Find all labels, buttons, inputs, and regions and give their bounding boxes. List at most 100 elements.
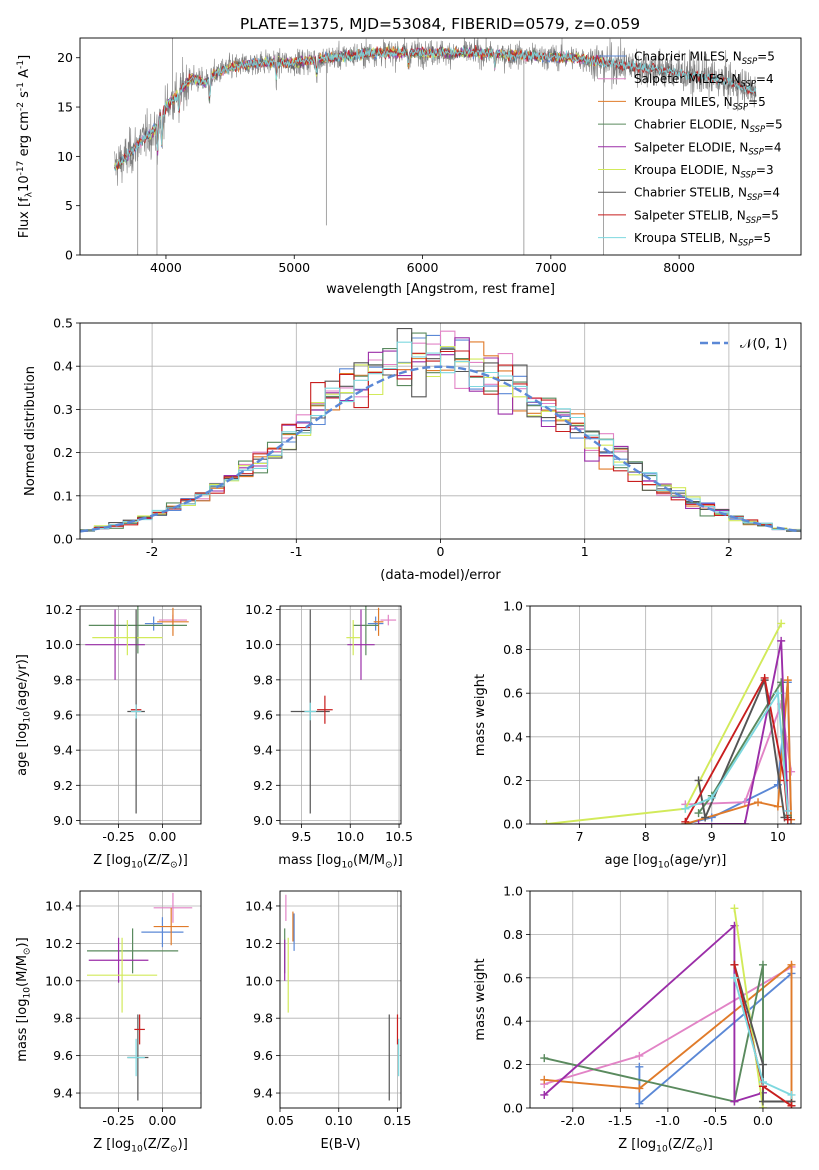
legend-label: Chabrier MILES, NSSP=5 bbox=[634, 50, 775, 66]
point-salpeter-miles bbox=[154, 893, 193, 923]
y-tick-label: 15 bbox=[57, 100, 73, 115]
point-kroupa-stelib bbox=[127, 1039, 145, 1076]
y-tick-label: 9.6 bbox=[253, 708, 273, 723]
axes-frame bbox=[80, 891, 201, 1108]
y-axis-label: Normed distribution bbox=[23, 366, 38, 496]
x-tick-label: -0.5 bbox=[703, 1113, 727, 1128]
weight-marker-kroupa-elodie bbox=[730, 904, 738, 912]
y-tick-label: 0.4 bbox=[503, 729, 523, 744]
y-tick-label: 9.6 bbox=[53, 708, 73, 723]
weight-marker-salpeter-miles bbox=[787, 768, 795, 776]
y-tick-label: 10.4 bbox=[245, 898, 273, 913]
y-tick-label: 0.1 bbox=[53, 488, 73, 503]
y-tick-label: 0.0 bbox=[503, 817, 523, 832]
axes-weight_vs_Z: -2.0 -1.5 -1.0 -0.5 0.0 0.0 0.2 0.4 0.6 0.8 1.0 Z [… bbox=[473, 884, 801, 1155]
point-chabrier-miles bbox=[145, 617, 163, 631]
legend-label: 𝒩(0, 1) bbox=[740, 337, 787, 352]
y-tick-label: 0.2 bbox=[53, 445, 73, 460]
x-tick-label: 10 bbox=[770, 829, 786, 844]
y-tick-label: 0.0 bbox=[53, 532, 73, 547]
legend-label: Salpeter ELODIE, NSSP=4 bbox=[634, 140, 782, 156]
weight-marker-salpeter-elodie bbox=[730, 1097, 738, 1105]
plot-area-mass_vs_Z bbox=[87, 893, 192, 1101]
weight-line-chabrier-elodie bbox=[544, 965, 763, 1102]
weight-marker-salpeter-stelib bbox=[681, 818, 689, 826]
x-tick-label: -2 bbox=[146, 544, 158, 559]
x-axis-label: (data-model)/error bbox=[380, 568, 501, 583]
legend-label: Kroupa MILES, NSSP=5 bbox=[634, 95, 766, 111]
y-tick-label: 5 bbox=[65, 198, 73, 213]
y-tick-label: 10.0 bbox=[245, 973, 273, 988]
x-axis-label: Z [log10(Z/Z⊙)] bbox=[93, 853, 188, 871]
x-tick-label: -1.5 bbox=[608, 1113, 632, 1128]
x-tick-label: -0.25 bbox=[102, 1113, 134, 1128]
y-tick-label: 9.4 bbox=[253, 743, 273, 758]
y-tick-label: 0.3 bbox=[53, 402, 73, 417]
x-tick-label: 1 bbox=[581, 544, 589, 559]
plot-area-mass_vs_EBV bbox=[285, 895, 399, 1101]
weight-marker-chabrier-stelib bbox=[759, 1097, 767, 1105]
y-tick-label: 9.0 bbox=[253, 813, 273, 828]
y-tick-label: 9.2 bbox=[53, 778, 73, 793]
weight-line-salpeter-stelib bbox=[685, 678, 788, 822]
x-tick-label: 5000 bbox=[278, 260, 310, 275]
y-tick-label: 0.6 bbox=[503, 686, 523, 701]
x-tick-label: 2 bbox=[725, 544, 733, 559]
point-chabrier-miles bbox=[141, 917, 183, 947]
x-tick-label: 6000 bbox=[407, 260, 439, 275]
point-kroupa-stelib bbox=[131, 704, 142, 718]
spectrum-legend: Chabrier MILES, NSSP=5 Salpeter MILES, NS… bbox=[598, 50, 783, 248]
y-tick-label: 10.0 bbox=[245, 637, 273, 652]
legend-label: Chabrier STELIB, NSSP=4 bbox=[634, 186, 780, 202]
point-kroupa-stelib bbox=[304, 703, 316, 721]
point-chabrier-miles bbox=[368, 617, 384, 631]
figure-title: PLATE=1375, MJD=53084, FIBERID=0579, z=0… bbox=[240, 15, 640, 33]
x-axis-label: wavelength [Angstrom, rest frame] bbox=[326, 282, 555, 297]
weight-marker-chabrier-elodie bbox=[759, 961, 767, 969]
x-axis-label: mass [log10(M/M⊙)] bbox=[278, 853, 402, 871]
weight-marker-kroupa-miles bbox=[774, 803, 782, 811]
weight-marker-kroupa-miles bbox=[754, 798, 762, 806]
axes-frame bbox=[280, 891, 401, 1108]
x-tick-label: 9.5 bbox=[292, 829, 312, 844]
y-tick-label: 0.5 bbox=[53, 316, 73, 331]
x-tick-label: 0.00 bbox=[148, 1113, 176, 1128]
x-tick-label: 0.10 bbox=[325, 1113, 353, 1128]
y-tick-label: 9.4 bbox=[53, 1086, 73, 1101]
x-tick-label: 0.05 bbox=[266, 1113, 294, 1128]
model-fit-kroupa-miles bbox=[115, 46, 605, 168]
weight-marker-kroupa-elodie bbox=[777, 619, 785, 627]
point-salpeter-elodie bbox=[347, 610, 374, 680]
point-chabrier-elodie bbox=[353, 595, 378, 655]
y-tick-label: 10.0 bbox=[45, 973, 73, 988]
y-axis-label: mass weight bbox=[473, 674, 488, 756]
model-fit-chabrier-elodie bbox=[115, 47, 605, 169]
x-tick-label: 8000 bbox=[663, 260, 695, 275]
y-tick-label: 0 bbox=[65, 248, 73, 263]
y-tick-label: 10.4 bbox=[45, 898, 73, 913]
x-tick-label: -1 bbox=[290, 544, 302, 559]
weight-marker-chabrier-stelib bbox=[759, 1061, 767, 1069]
legend-label: Kroupa ELODIE, NSSP=3 bbox=[634, 163, 774, 179]
x-axis-label: age [log10(age/yr)] bbox=[605, 853, 727, 871]
y-tick-label: 9.8 bbox=[53, 672, 73, 687]
model-fit-chabrier-miles bbox=[115, 48, 605, 170]
x-axis-label: Z [log10(Z/Z⊙)] bbox=[93, 1137, 188, 1155]
axes-mass_vs_Z: -0.25 0.00 9.4 9.6 9.8 10.0 10.2 10.4 Z [log10(Z… bbox=[15, 891, 201, 1155]
x-tick-label: 0 bbox=[437, 544, 445, 559]
x-tick-label: -1.0 bbox=[656, 1113, 680, 1128]
y-tick-label: 9.0 bbox=[53, 813, 73, 828]
x-axis-label: E(B-V) bbox=[320, 1137, 360, 1152]
point-kroupa-elodie bbox=[87, 938, 157, 1013]
model-fit-salpeter-elodie bbox=[115, 47, 605, 165]
y-tick-label: 10.2 bbox=[45, 602, 73, 617]
weight-marker-chabrier-elodie bbox=[540, 1054, 548, 1062]
legend-label: Salpeter STELIB, NSSP=5 bbox=[634, 208, 779, 224]
axes-age_vs_mass: 9.5 10.0 10.59.09.29.49.69.810.010.2mass [… bbox=[245, 595, 413, 870]
y-tick-label: 1.0 bbox=[503, 884, 523, 899]
y-axis-label: mass [log10(M/M⊙)] bbox=[15, 937, 33, 1061]
y-tick-label: 9.8 bbox=[53, 1011, 73, 1026]
y-tick-label: 0.8 bbox=[503, 642, 523, 657]
y-tick-label: 0.8 bbox=[503, 927, 523, 942]
y-tick-label: 9.2 bbox=[253, 778, 273, 793]
